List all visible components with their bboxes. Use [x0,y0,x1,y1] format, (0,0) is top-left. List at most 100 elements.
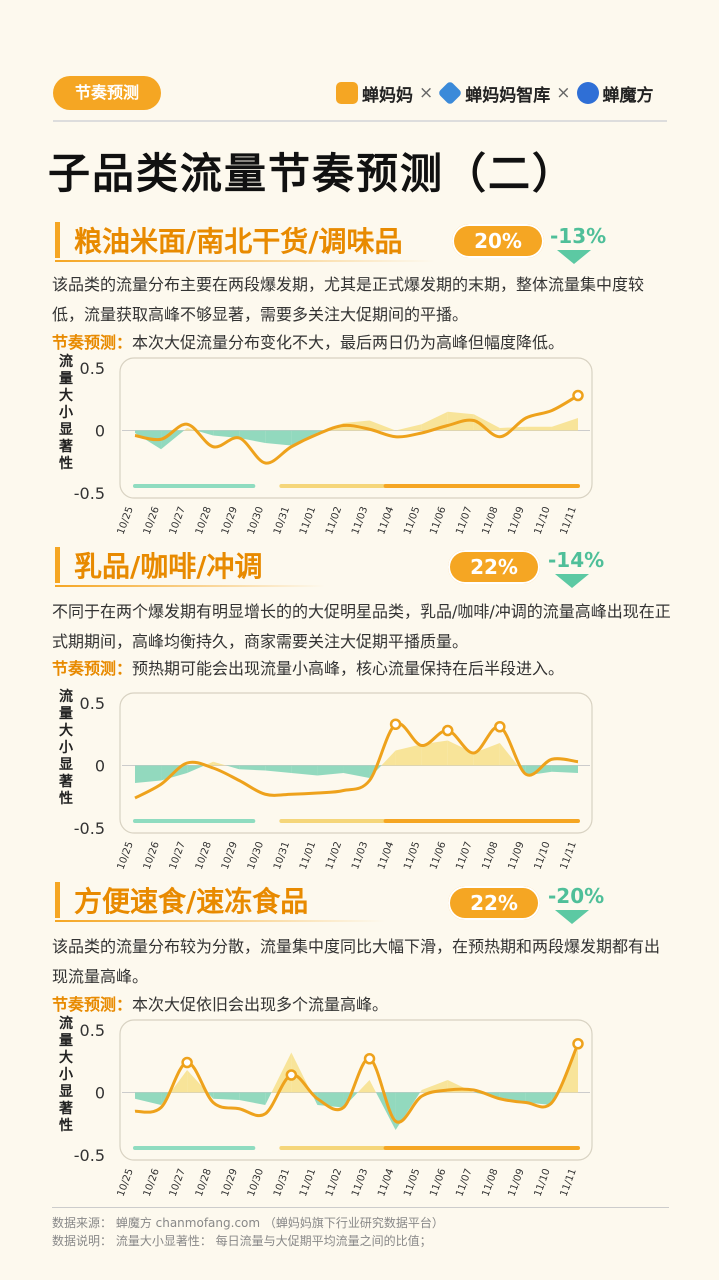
peak-marker [389,718,402,730]
section-1-title: 粮油米面/南北干货/调味品 [74,225,403,258]
y-axis-label-char: 著 [58,438,73,455]
x-tick-label: 10/28 [194,505,214,535]
section-2-down-arrow-icon [555,574,589,588]
area-positive [213,761,227,766]
x-tick-label: 10/28 [194,1167,214,1197]
area-positive [271,1052,292,1093]
x-tick-label: 10/31 [272,1167,292,1197]
area-negative [376,1092,396,1130]
y-axis-label-char: 性 [59,1117,73,1134]
x-tick-label: 10/25 [116,1167,136,1197]
y-axis-label-char: 著 [58,773,73,790]
y-tick-label: 0.5 [80,1021,105,1040]
chart-frame [119,1019,593,1161]
y-tick-label: 0.5 [80,359,105,378]
area-positive [369,420,396,431]
x-tick-label: 10/26 [142,840,162,870]
brand-logos: 蝉妈妈 × 蝉妈妈智库 × 蝉魔方 [336,78,654,108]
x-tick-label: 11/08 [480,840,500,870]
y-axis-label-char: 大 [59,1049,73,1066]
logo-name-2: 蝉妈妈智库 [465,85,551,106]
section-2-change: -14% [548,548,605,572]
area-positive [420,1090,422,1093]
y-axis-label-char: 显 [59,1084,73,1100]
x-tick-label: 11/09 [507,505,527,535]
x-tick-label: 11/01 [298,840,318,870]
x-tick-label: 10/27 [168,840,188,870]
y-axis-label-char: 量 [59,1033,73,1049]
y-tick-label: 0 [95,757,105,776]
y-axis-label-char: 小 [59,740,73,756]
area-negative [213,1092,240,1100]
section-1-description: 该品类的流量分布主要在两段爆发期，尤其是正式爆发期的末期，整体流量集中度较低，流… [52,275,645,324]
footer-note: 数据说明： 流量大小显著性： 每日流量与大促期平均流量之间的比值； [52,1234,432,1248]
y-axis-label-char: 流 [59,688,73,705]
prediction-text: 本次大促流量分布变化不大，最后两日仍为高峰但幅度降低。 [132,333,565,352]
section-3-accent-bar [55,882,60,918]
area-negative [135,765,162,783]
x-tick-label: 10/29 [220,840,240,870]
x-tick-label: 11/02 [324,505,344,535]
x-tick-label: 11/04 [376,840,396,870]
y-tick-label: -0.5 [74,484,105,503]
area-positive [447,740,474,766]
section-3-chart: 流量大小显著性 0.5 0 -0.5 10/25 10/26 10/27 10/28 10/29… [58,1015,593,1197]
x-tick-label: 10/25 [116,840,136,870]
series-line [134,1043,580,1124]
chart-frame [119,692,593,834]
prediction-label: 节奏预测： [52,659,133,678]
section-tag: 节奏预测 [53,76,161,110]
area-positive [551,418,578,431]
area-negative [187,765,205,773]
area-negative [343,765,370,778]
area-positive [395,424,422,431]
x-tick-label: 10/30 [246,505,266,535]
x-tick-label: 11/07 [454,840,474,870]
section-1-underline [55,260,435,262]
x-tick-label: 11/04 [376,1167,396,1197]
x-tick-label: 11/10 [533,840,553,870]
area-negative [265,1092,272,1105]
x-tick-label: 10/30 [246,840,266,870]
y-tick-label: 0 [95,1084,105,1103]
peak-marker [181,1056,193,1069]
x-tick-label: 11/01 [298,1167,318,1197]
chanmama-logo-icon [336,82,358,104]
section-2-underline [55,585,325,587]
area-positive [381,750,396,766]
area-positive [170,1070,188,1093]
peak-marker [441,724,454,737]
y-tick-label: 0 [95,422,105,441]
x-tick-label: 11/07 [454,1167,474,1197]
x-tick-label: 11/06 [428,840,448,870]
y-axis-label-char: 显 [59,422,73,438]
area-negative [317,765,344,776]
x-tick-label: 11/06 [428,505,448,535]
y-axis-label-char: 量 [59,371,73,387]
area-negative [551,765,578,773]
x-tick-label: 10/27 [168,1167,188,1197]
prediction-label: 节奏预测： [52,333,133,352]
section-3-change: -20% [548,884,605,908]
area-negative [525,1092,552,1105]
x-tick-label: 11/08 [480,1167,500,1197]
section-1-prediction: 节奏预测：本次大促流量分布变化不大，最后两日仍为高峰但幅度降低。 [52,330,672,356]
section-1-chart: 流量大小显著性 0.5 0 -0.5 10/25 10/26 10/27 10/28 10/29… [58,353,593,535]
area-negative [239,765,266,771]
peak-marker [363,1053,376,1065]
area-negative [226,765,240,770]
peak-marker [572,1038,584,1050]
area-negative [395,1092,421,1130]
y-axis-label-char: 量 [59,706,73,722]
prediction-text: 本次大促依旧会出现多个流量高峰。 [132,995,389,1014]
prediction-text: 预热期可能会出现流量小高峰，核心流量保持在后半段进入。 [132,659,565,678]
area-negative [265,430,292,446]
x-tick-label: 11/09 [507,1167,527,1197]
area-positive [499,743,518,766]
area-positive [369,1080,377,1093]
logo-name-1: 蝉妈妈 [362,85,413,106]
logo-name-3: 蝉魔方 [602,85,654,106]
x-tick-label: 10/27 [168,505,188,535]
x-tick-label: 10/30 [246,1167,266,1197]
section-2-percent-badge: 22% [448,550,540,584]
